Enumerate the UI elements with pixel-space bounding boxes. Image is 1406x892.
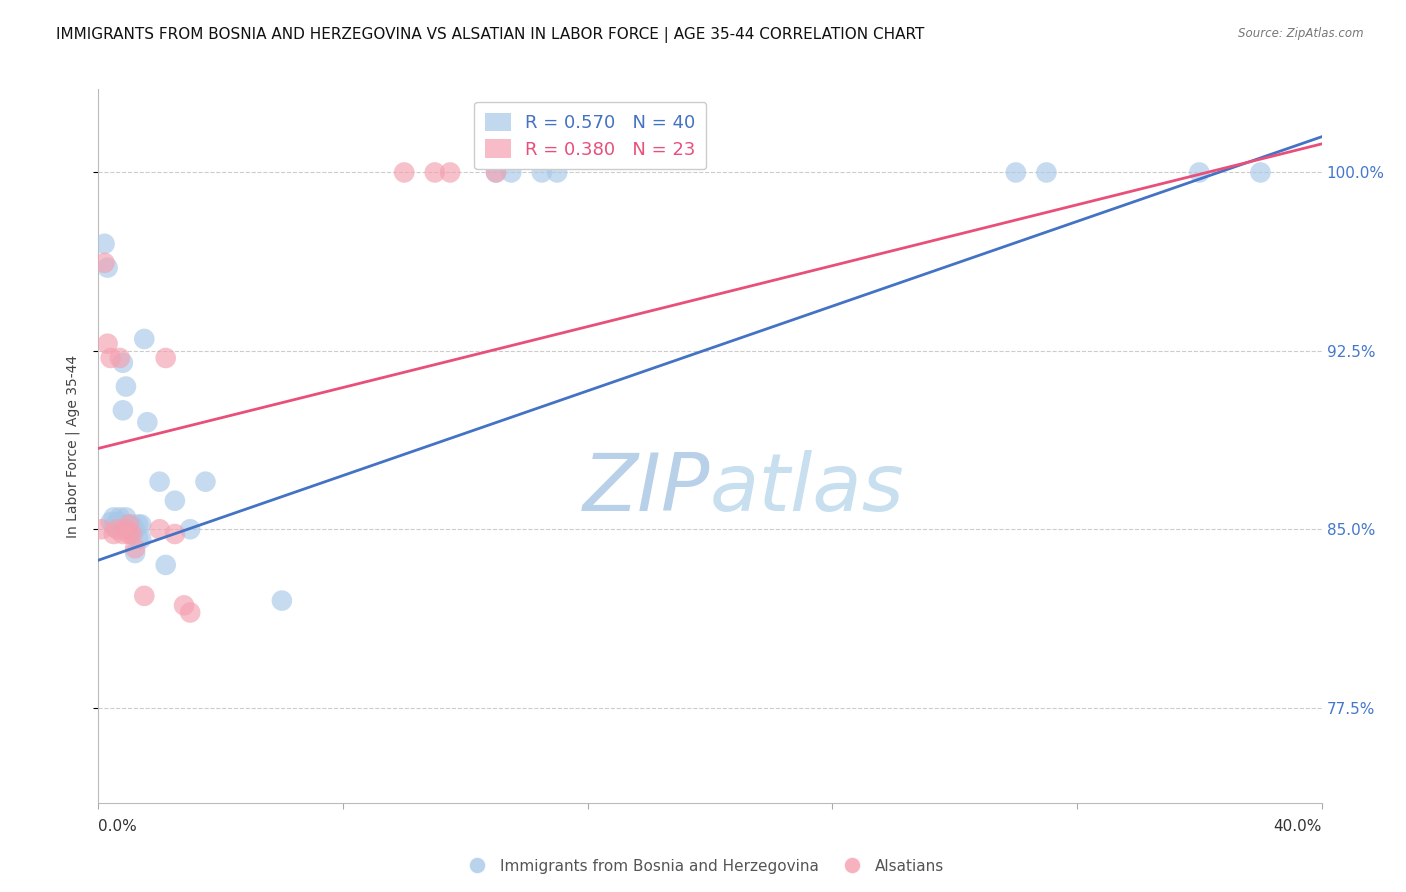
Text: IMMIGRANTS FROM BOSNIA AND HERZEGOVINA VS ALSATIAN IN LABOR FORCE | AGE 35-44 CO: IMMIGRANTS FROM BOSNIA AND HERZEGOVINA V… bbox=[56, 27, 925, 43]
Point bbox=[1035, 165, 1057, 179]
Point bbox=[439, 165, 461, 179]
Point bbox=[423, 165, 446, 179]
Point bbox=[121, 527, 143, 541]
Point bbox=[105, 522, 128, 536]
Point bbox=[111, 527, 134, 541]
Point bbox=[121, 517, 143, 532]
Point bbox=[103, 520, 125, 534]
Point bbox=[115, 510, 138, 524]
Point bbox=[127, 532, 149, 546]
Point bbox=[149, 522, 172, 536]
Text: 0.0%: 0.0% bbox=[98, 820, 138, 834]
Point bbox=[103, 510, 125, 524]
Point bbox=[530, 165, 553, 179]
Point bbox=[97, 336, 120, 351]
Point bbox=[124, 522, 146, 536]
Text: ZIP: ZIP bbox=[582, 450, 710, 528]
Point bbox=[149, 475, 172, 489]
Point bbox=[100, 515, 122, 529]
Point bbox=[124, 541, 146, 556]
Point bbox=[118, 520, 141, 534]
Point bbox=[129, 532, 152, 546]
Point bbox=[108, 510, 131, 524]
Point bbox=[93, 256, 115, 270]
Point bbox=[97, 260, 120, 275]
Point bbox=[194, 475, 217, 489]
Point bbox=[179, 522, 201, 536]
Text: Source: ZipAtlas.com: Source: ZipAtlas.com bbox=[1239, 27, 1364, 40]
Point bbox=[163, 527, 186, 541]
Point bbox=[115, 522, 138, 536]
Point bbox=[90, 522, 112, 536]
Point bbox=[103, 527, 125, 541]
Point bbox=[546, 165, 568, 179]
Point bbox=[108, 515, 131, 529]
Point bbox=[155, 351, 177, 365]
Point bbox=[1004, 165, 1026, 179]
Point bbox=[111, 356, 134, 370]
Point bbox=[118, 517, 141, 532]
Point bbox=[392, 165, 416, 179]
Point bbox=[155, 558, 177, 572]
Point bbox=[127, 517, 149, 532]
Point bbox=[1188, 165, 1211, 179]
Point bbox=[134, 589, 156, 603]
Point bbox=[115, 379, 138, 393]
Point bbox=[129, 517, 152, 532]
Point bbox=[501, 165, 523, 179]
Point bbox=[118, 517, 141, 532]
Legend: Immigrants from Bosnia and Herzegovina, Alsatians: Immigrants from Bosnia and Herzegovina, … bbox=[456, 853, 950, 880]
Point bbox=[270, 593, 292, 607]
Point bbox=[111, 403, 134, 417]
Point bbox=[485, 165, 508, 179]
Point bbox=[93, 236, 115, 251]
Point bbox=[105, 520, 128, 534]
Point bbox=[1249, 165, 1271, 179]
Point bbox=[173, 599, 195, 613]
Point bbox=[485, 165, 508, 179]
Point bbox=[124, 546, 146, 560]
Point bbox=[100, 351, 122, 365]
Point bbox=[118, 522, 141, 536]
Point bbox=[134, 332, 156, 346]
Point bbox=[105, 515, 128, 529]
Point bbox=[136, 415, 159, 429]
Point bbox=[121, 520, 143, 534]
Point bbox=[179, 606, 201, 620]
Legend: R = 0.570   N = 40, R = 0.380   N = 23: R = 0.570 N = 40, R = 0.380 N = 23 bbox=[474, 102, 706, 169]
Y-axis label: In Labor Force | Age 35-44: In Labor Force | Age 35-44 bbox=[66, 354, 80, 538]
Text: atlas: atlas bbox=[710, 450, 905, 528]
Point bbox=[118, 527, 141, 541]
Point bbox=[108, 351, 131, 365]
Text: 40.0%: 40.0% bbox=[1274, 820, 1322, 834]
Point bbox=[163, 493, 186, 508]
